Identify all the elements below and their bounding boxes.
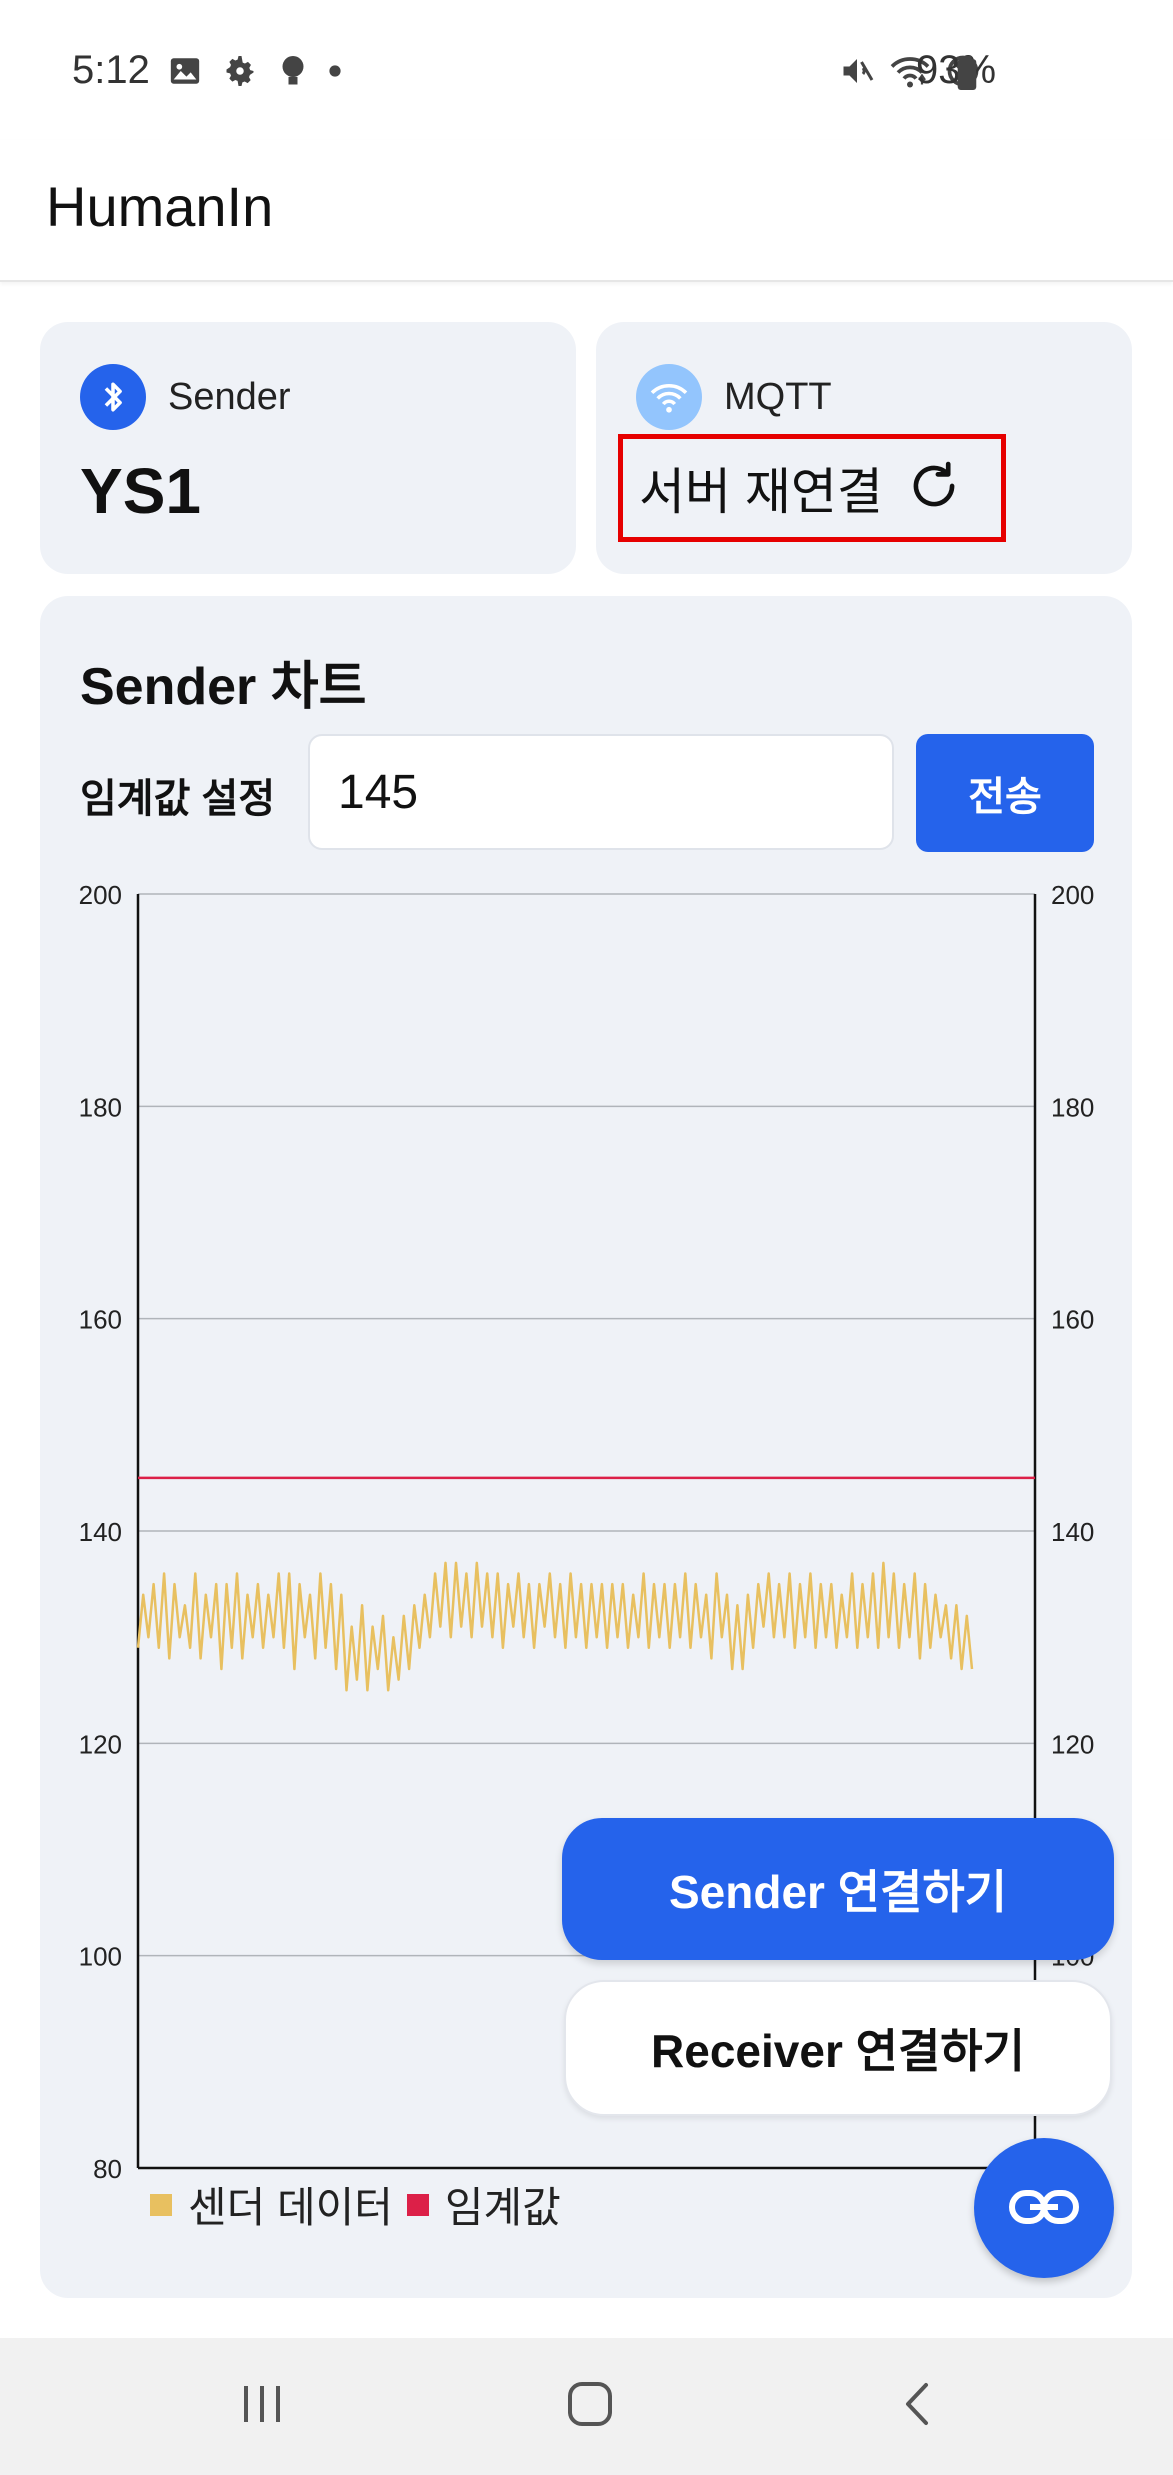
threshold-label: 임계값 설정 bbox=[80, 777, 276, 821]
device-name: YS1 bbox=[80, 455, 201, 527]
send-button[interactable]: 전송 bbox=[916, 734, 1094, 852]
dot-icon bbox=[328, 64, 342, 83]
sender-card: Sender YS1 bbox=[40, 322, 576, 574]
home-icon bbox=[565, 2379, 615, 2434]
chart-title: Sender 차트 bbox=[80, 658, 367, 716]
y-tick-label-left: 180 bbox=[79, 1092, 122, 1122]
link-icon bbox=[1008, 2187, 1080, 2230]
legend-item-sender-data: 센더 데이터 bbox=[150, 2174, 393, 2235]
back-icon bbox=[898, 2379, 938, 2434]
settings-icon bbox=[222, 53, 258, 94]
threshold-input[interactable] bbox=[308, 734, 894, 850]
link-fab-button[interactable] bbox=[974, 2138, 1114, 2278]
status-time: 5:12 bbox=[72, 48, 150, 92]
mute-icon bbox=[839, 53, 875, 94]
legend-label-sender-data: 센더 데이터 bbox=[188, 2184, 393, 2231]
recent-apps-icon bbox=[238, 2382, 286, 2431]
y-tick-label-right: 180 bbox=[1051, 1092, 1094, 1122]
app-title: HumanIn bbox=[46, 175, 274, 238]
system-nav-bar bbox=[0, 2338, 1173, 2475]
y-tick-label-left: 120 bbox=[79, 1729, 122, 1759]
y-tick-label-left: 80 bbox=[93, 2154, 122, 2184]
legend-item-threshold: 임계값 bbox=[406, 2174, 561, 2235]
battery-percentage: 93% bbox=[916, 48, 997, 92]
legend-swatch-sender-data bbox=[150, 2193, 172, 2216]
y-tick-label-right: 160 bbox=[1051, 1305, 1094, 1335]
sender-label: Sender bbox=[168, 375, 291, 418]
chart-legend: 센더 데이터 임계값 bbox=[150, 2174, 561, 2235]
battery-icon bbox=[955, 56, 979, 95]
legend-swatch-threshold bbox=[406, 2193, 429, 2216]
recent-apps-button[interactable] bbox=[162, 2338, 362, 2475]
y-tick-label-right: 120 bbox=[1051, 1729, 1094, 1759]
sender-connect-button[interactable]: Sender 연결하기 bbox=[562, 1818, 1114, 1960]
refresh-icon bbox=[903, 455, 965, 522]
wifi-icon bbox=[636, 364, 702, 430]
mqtt-card: MQTT 서버 재연결 bbox=[596, 322, 1132, 574]
y-tick-label-left: 200 bbox=[79, 880, 122, 910]
wifi-icon bbox=[889, 53, 931, 94]
status-bar: 5:12 93% bbox=[0, 0, 1173, 140]
app-bar: HumanIn bbox=[0, 140, 1173, 282]
bluetooth-icon bbox=[80, 364, 146, 430]
y-tick-label-left: 140 bbox=[79, 1517, 122, 1547]
sender-data-line bbox=[136, 1561, 974, 1692]
home-button[interactable] bbox=[490, 2338, 690, 2475]
legend-label-threshold: 임계값 bbox=[444, 2184, 561, 2231]
receiver-connect-button[interactable]: Receiver 연결하기 bbox=[564, 1980, 1112, 2116]
status-icons-left bbox=[168, 53, 342, 94]
sender-card-header: Sender bbox=[80, 364, 291, 430]
y-tick-label-left: 100 bbox=[79, 1942, 122, 1972]
y-tick-label-right: 200 bbox=[1051, 880, 1094, 910]
y-tick-label-left: 160 bbox=[79, 1305, 122, 1335]
mqtt-card-header: MQTT bbox=[636, 364, 832, 430]
gallery-icon bbox=[168, 54, 202, 93]
mqtt-label: MQTT bbox=[724, 375, 832, 418]
back-button[interactable] bbox=[818, 2338, 1018, 2475]
bulb-icon bbox=[278, 53, 308, 94]
y-tick-label-right: 140 bbox=[1051, 1517, 1094, 1547]
server-reconnect-button[interactable]: 서버 재연결 bbox=[618, 434, 1006, 542]
server-reconnect-label: 서버 재연결 bbox=[639, 464, 883, 520]
